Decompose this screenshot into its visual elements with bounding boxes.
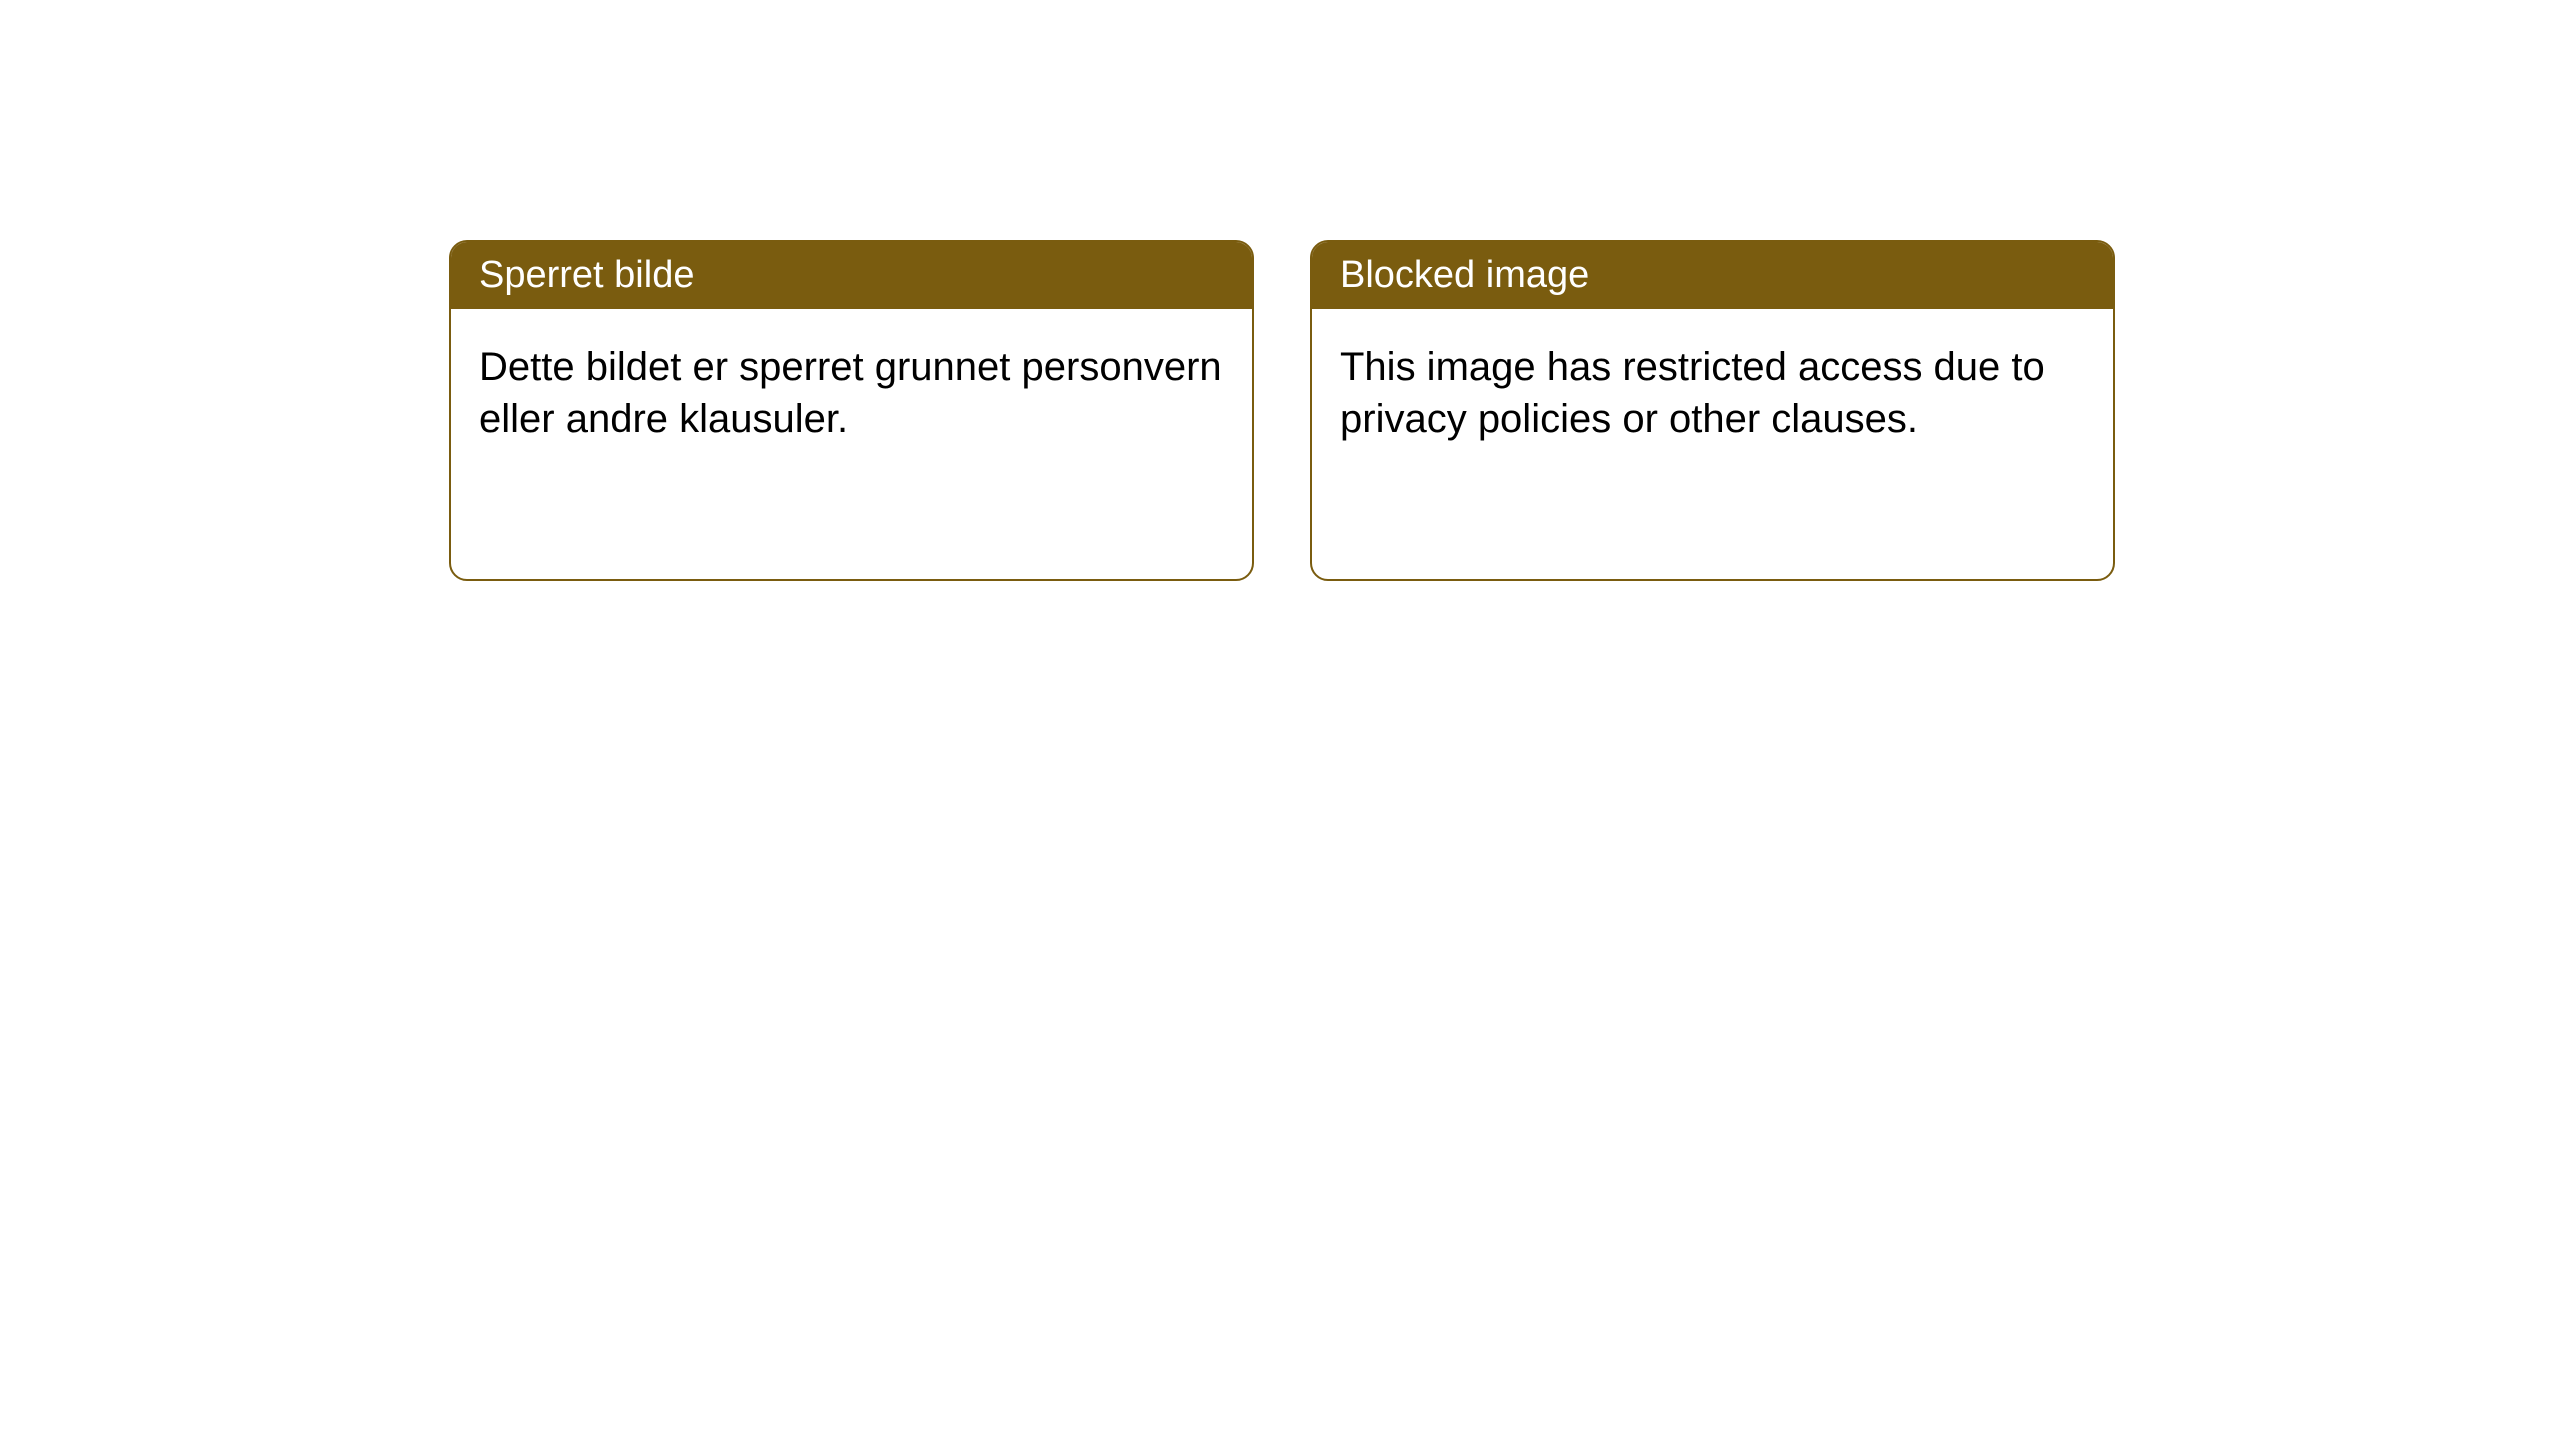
card-header: Blocked image	[1312, 242, 2113, 309]
notice-card-norwegian: Sperret bilde Dette bildet er sperret gr…	[449, 240, 1254, 581]
card-body-text: Dette bildet er sperret grunnet personve…	[479, 345, 1222, 441]
card-body: Dette bildet er sperret grunnet personve…	[451, 309, 1252, 579]
card-title: Blocked image	[1340, 254, 1589, 296]
card-body: This image has restricted access due to …	[1312, 309, 2113, 579]
card-title: Sperret bilde	[479, 254, 694, 296]
notice-card-english: Blocked image This image has restricted …	[1310, 240, 2115, 581]
notice-cards-container: Sperret bilde Dette bildet er sperret gr…	[449, 240, 2115, 581]
card-body-text: This image has restricted access due to …	[1340, 345, 2045, 441]
card-header: Sperret bilde	[451, 242, 1252, 309]
